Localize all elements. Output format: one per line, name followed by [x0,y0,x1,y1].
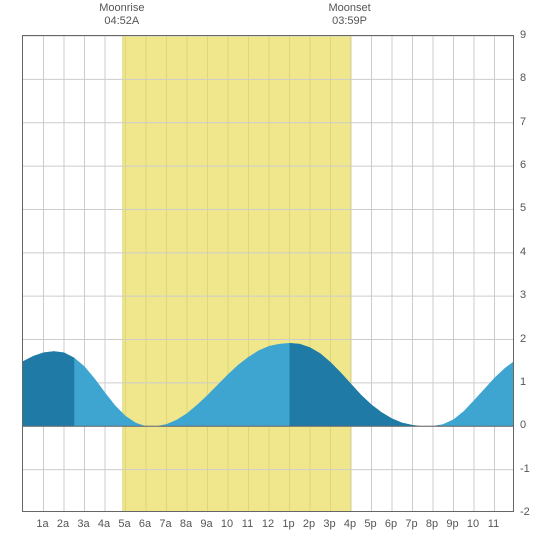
x-tick-label: 7a [159,518,171,530]
x-tick-label: 8a [180,518,192,530]
x-tick-label: 8p [426,518,438,530]
y-tick-label: 5 [520,202,544,214]
moonrise-title: Moonrise [99,2,144,15]
x-tick-label: 5a [118,518,130,530]
y-tick-label: 1 [520,376,544,388]
y-tick-label: -1 [520,463,544,475]
y-tick-label: 4 [520,246,544,258]
y-tick-label: 0 [520,419,544,431]
y-tick-label: 7 [520,116,544,128]
y-tick-label: 2 [520,333,544,345]
x-tick-label: 6a [139,518,151,530]
x-tick-label: 5p [364,518,376,530]
moonrise-time: 04:52A [99,15,144,28]
x-tick-label: 3a [77,518,89,530]
tide-chart: Moonrise 04:52A Moonset 03:59P -2-101234… [0,0,550,550]
x-tick-label: 10 [221,518,233,530]
y-tick-label: 3 [520,289,544,301]
moonset-title: Moonset [328,2,370,15]
moonset-label: Moonset 03:59P [328,2,370,28]
x-tick-label: 4a [98,518,110,530]
x-tick-label: 10 [467,518,479,530]
x-tick-label: 9a [200,518,212,530]
x-tick-label: 12 [262,518,274,530]
x-tick-label: 2p [303,518,315,530]
y-tick-label: -2 [520,506,544,518]
x-tick-label: 11 [488,518,499,530]
moonrise-label: Moonrise 04:52A [99,2,144,28]
plot-area [22,35,514,512]
x-tick-label: 11 [242,518,253,530]
y-axis-ticks: -2-10123456789 [520,35,544,512]
y-tick-label: 8 [520,72,544,84]
plot-svg [23,36,514,512]
x-tick-label: 6p [385,518,397,530]
moonset-time: 03:59P [328,15,370,28]
x-tick-label: 3p [323,518,335,530]
x-tick-label: 9p [446,518,458,530]
x-tick-label: 1p [282,518,294,530]
y-tick-label: 6 [520,159,544,171]
x-tick-label: 2a [57,518,69,530]
x-tick-label: 4p [344,518,356,530]
x-tick-label: 1a [36,518,48,530]
x-tick-label: 7p [405,518,417,530]
x-axis-ticks: 1a 2a 3a 4a 5a 6a 7a 8a 9a 10 11 12 1p 2p 3p 4p 5p 6p 7p 8p… [22,518,514,538]
y-tick-label: 9 [520,29,544,41]
